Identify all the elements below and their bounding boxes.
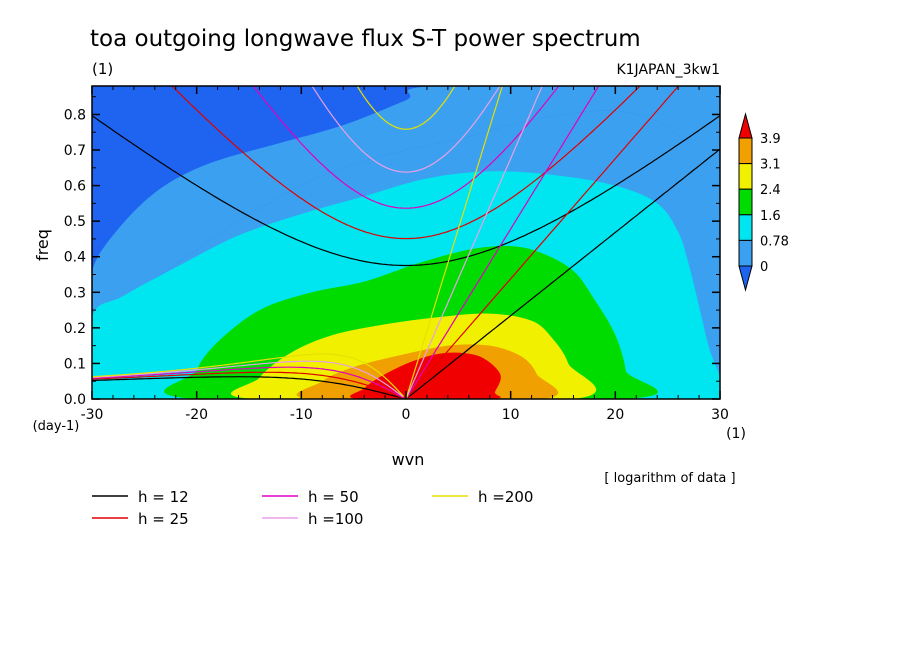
inertia-gravity-curve-h200	[356, 86, 456, 130]
kelvin-curve-h50	[405, 86, 600, 399]
y-tick-label: 0.5	[64, 214, 86, 230]
y-tick-label: 0.7	[64, 143, 86, 159]
legend-label: h =100	[308, 510, 363, 528]
inertia-gravity-curve-h12	[92, 115, 720, 267]
colorbar-label: 2.4	[760, 183, 781, 198]
colorbar-swatch	[738, 188, 753, 216]
kelvin-curve-h12	[405, 148, 720, 399]
x-tick-label: -10	[290, 407, 313, 423]
colorbar-swatch	[738, 239, 753, 267]
colorbar-label: 0	[760, 260, 768, 275]
y-axis-unit: (day-1)	[33, 419, 80, 434]
colorbar-top-arrow	[738, 112, 753, 139]
inertia-gravity-curve-h25	[171, 86, 641, 240]
y-tick-label: 0.2	[64, 321, 86, 337]
rossby-curve-h12	[92, 376, 404, 399]
colorbar-bottom-arrow	[738, 265, 753, 292]
rossby-curve-h200	[92, 353, 404, 397]
rossby-curve-h25	[92, 371, 404, 399]
y-tick-label: 0.4	[64, 250, 86, 266]
colorbar-label: 0.78	[760, 234, 789, 249]
dataset-label: K1JAPAN_3kw1	[616, 62, 720, 78]
inertia-gravity-curve-h50	[252, 86, 560, 209]
x-tick-label: 30	[711, 407, 729, 423]
rossby-curve-h50	[92, 366, 404, 399]
x-tick-label: 20	[606, 407, 624, 423]
x-tick-label: -20	[185, 407, 208, 423]
colorbar-swatch	[738, 163, 753, 190]
plot-area	[92, 86, 720, 399]
x-axis: -30 -20 -10 0 10 20 30	[81, 86, 729, 423]
y-axis-label: freq	[33, 229, 52, 261]
y-axis: 0.0 0.1 0.2 0.3 0.4 0.5 0.6 0.7 0.8	[64, 96, 720, 408]
colorbar-label: 3.1	[760, 158, 781, 173]
x-tick-label: 10	[502, 407, 520, 423]
x-axis-unit: (1)	[726, 426, 746, 442]
legend-label: h =200	[478, 488, 533, 506]
y-tick-label: 0.3	[64, 285, 86, 301]
inertia-gravity-curve-h100	[311, 86, 501, 173]
legend-label: h = 50	[308, 488, 359, 506]
colorbar-label: 1.6	[760, 209, 781, 224]
x-tick-label: -30	[81, 407, 104, 423]
y-tick-label: 0.0	[64, 392, 86, 408]
chart-subtitle: (1)	[92, 60, 113, 78]
data-note: [ logarithm of data ]	[604, 471, 735, 486]
colorbar-swatch	[738, 214, 753, 241]
x-axis-label: wvn	[392, 450, 425, 469]
y-tick-label: 0.6	[64, 179, 86, 195]
kelvin-curve-h25	[405, 86, 680, 399]
dispersion-curves	[92, 86, 720, 399]
x-tick-label: 0	[402, 407, 411, 423]
chart-title: toa outgoing longwave flux S-T power spe…	[90, 26, 641, 52]
kelvin-curve-h200	[405, 86, 503, 399]
colorbar-label: 3.9	[760, 132, 781, 147]
colorbar: 0 0.78 1.6 2.4 3.1 3.9	[738, 112, 789, 292]
colorbar-swatch	[738, 137, 753, 165]
contour-fills	[92, 86, 720, 399]
y-tick-label: 0.1	[64, 356, 86, 372]
kelvin-curve-h100	[405, 86, 543, 399]
y-tick-label: 0.8	[64, 107, 86, 123]
legend-label: h = 25	[138, 510, 189, 528]
legend-label: h = 12	[138, 488, 189, 506]
legend: h = 12 h = 25 h = 50 h =100 h =200	[92, 488, 533, 528]
rossby-curve-h100	[92, 360, 404, 398]
